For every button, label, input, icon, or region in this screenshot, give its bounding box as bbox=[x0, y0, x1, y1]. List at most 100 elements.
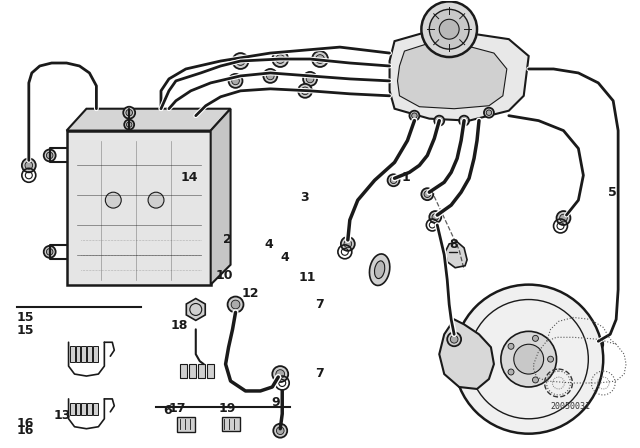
Circle shape bbox=[532, 377, 538, 383]
Text: 4: 4 bbox=[265, 237, 273, 250]
Circle shape bbox=[301, 87, 309, 95]
Circle shape bbox=[421, 1, 477, 57]
Circle shape bbox=[316, 55, 324, 64]
Circle shape bbox=[276, 427, 284, 435]
Circle shape bbox=[228, 74, 243, 88]
Circle shape bbox=[484, 108, 494, 118]
Text: 15: 15 bbox=[17, 311, 35, 324]
Circle shape bbox=[312, 51, 328, 67]
Circle shape bbox=[106, 192, 121, 208]
Text: 20050031: 20050031 bbox=[550, 402, 591, 411]
Ellipse shape bbox=[369, 254, 390, 285]
Text: 16: 16 bbox=[17, 417, 35, 430]
Bar bbox=[189, 364, 196, 378]
Polygon shape bbox=[445, 242, 467, 268]
Text: 4: 4 bbox=[281, 251, 289, 264]
Circle shape bbox=[44, 246, 56, 258]
Bar bbox=[88, 403, 92, 415]
Circle shape bbox=[486, 110, 492, 116]
Circle shape bbox=[341, 237, 355, 251]
Circle shape bbox=[47, 249, 53, 255]
Circle shape bbox=[388, 174, 399, 186]
Text: 11: 11 bbox=[298, 271, 316, 284]
Circle shape bbox=[424, 191, 431, 198]
Circle shape bbox=[298, 84, 312, 98]
Text: 10: 10 bbox=[216, 269, 234, 282]
Circle shape bbox=[228, 297, 243, 312]
Circle shape bbox=[126, 109, 132, 116]
Text: 16: 16 bbox=[17, 424, 35, 437]
Circle shape bbox=[272, 366, 288, 382]
Text: 14: 14 bbox=[181, 171, 198, 184]
Bar bbox=[93, 346, 99, 362]
Circle shape bbox=[47, 152, 53, 159]
Circle shape bbox=[421, 188, 433, 200]
Text: 13: 13 bbox=[54, 409, 71, 422]
Circle shape bbox=[461, 118, 467, 123]
Circle shape bbox=[435, 116, 444, 125]
Bar bbox=[67, 130, 211, 284]
Polygon shape bbox=[211, 109, 230, 284]
Circle shape bbox=[548, 356, 554, 362]
Circle shape bbox=[236, 56, 245, 65]
Circle shape bbox=[273, 424, 287, 438]
Circle shape bbox=[559, 214, 567, 222]
Polygon shape bbox=[439, 319, 494, 389]
Bar bbox=[207, 364, 214, 378]
Circle shape bbox=[276, 370, 285, 379]
Bar bbox=[180, 364, 187, 378]
Circle shape bbox=[501, 332, 557, 387]
Circle shape bbox=[44, 150, 56, 161]
Circle shape bbox=[303, 72, 317, 86]
Circle shape bbox=[266, 72, 274, 80]
Circle shape bbox=[232, 77, 239, 85]
Text: 15: 15 bbox=[17, 324, 35, 337]
Bar bbox=[81, 403, 86, 415]
Text: 1: 1 bbox=[401, 171, 410, 184]
Bar bbox=[70, 403, 74, 415]
Polygon shape bbox=[397, 43, 507, 109]
Text: 8: 8 bbox=[449, 237, 458, 250]
Circle shape bbox=[447, 332, 461, 346]
Bar bbox=[93, 403, 99, 415]
Circle shape bbox=[557, 211, 570, 225]
Circle shape bbox=[436, 118, 442, 123]
Bar bbox=[76, 346, 81, 362]
Polygon shape bbox=[390, 31, 529, 121]
Text: 18: 18 bbox=[171, 319, 188, 332]
Circle shape bbox=[127, 122, 132, 127]
Polygon shape bbox=[67, 109, 230, 130]
Text: 9: 9 bbox=[271, 396, 280, 409]
Text: 19: 19 bbox=[219, 402, 236, 415]
Circle shape bbox=[508, 343, 514, 349]
Bar bbox=[221, 417, 239, 431]
Circle shape bbox=[124, 120, 134, 129]
Circle shape bbox=[272, 51, 288, 67]
Circle shape bbox=[25, 162, 33, 169]
Text: 17: 17 bbox=[169, 402, 186, 415]
Circle shape bbox=[306, 75, 314, 83]
Text: 7: 7 bbox=[316, 297, 324, 310]
Text: 7: 7 bbox=[316, 366, 324, 379]
Circle shape bbox=[454, 284, 604, 434]
Circle shape bbox=[514, 344, 543, 374]
Bar bbox=[81, 346, 86, 362]
Text: 12: 12 bbox=[241, 287, 259, 300]
Circle shape bbox=[432, 214, 438, 220]
Circle shape bbox=[589, 337, 604, 351]
Circle shape bbox=[410, 111, 419, 121]
Circle shape bbox=[124, 107, 135, 119]
Circle shape bbox=[532, 336, 538, 341]
Circle shape bbox=[390, 177, 397, 184]
Ellipse shape bbox=[374, 261, 385, 279]
Text: 5: 5 bbox=[608, 186, 617, 199]
Circle shape bbox=[508, 369, 514, 375]
Circle shape bbox=[148, 192, 164, 208]
Circle shape bbox=[22, 159, 36, 172]
Circle shape bbox=[459, 116, 469, 125]
Circle shape bbox=[263, 69, 277, 83]
Text: 6: 6 bbox=[163, 405, 172, 418]
Circle shape bbox=[429, 211, 441, 223]
Circle shape bbox=[412, 113, 417, 118]
Bar bbox=[70, 346, 74, 362]
